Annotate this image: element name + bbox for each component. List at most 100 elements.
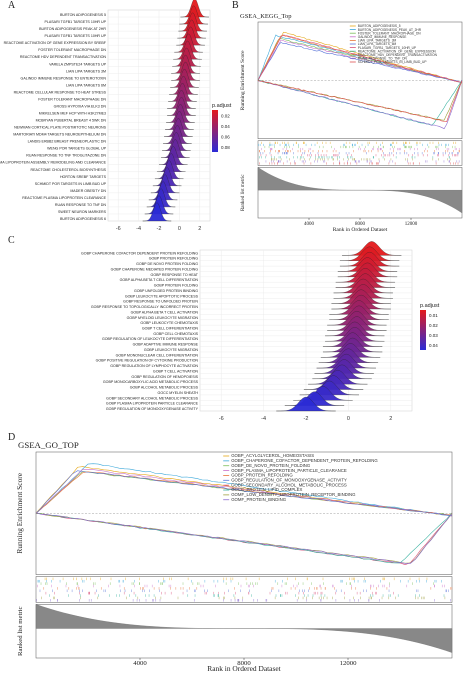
x-tick-label: 8000 (237, 660, 251, 667)
row-label: RUAN RESPONSE TO TNF DN (55, 203, 107, 207)
ridge-density (303, 375, 364, 390)
legend-entry: PLASARI_TGFB1_TARGETS_10HR_UP (358, 46, 416, 50)
legend-entry: RUAN_RESPONSE_TO_TNF_DN (358, 57, 408, 61)
ridge-density (156, 153, 186, 172)
legend-entry: LIAN_LIPA_TARGETS_6M (358, 42, 397, 46)
y-axis-label: Running Enrichment Score (240, 50, 246, 110)
row-label: GOBP LEUKOCYTE CHEMOTAXIS (140, 321, 198, 325)
legend-entry: BURTON_ADIPOGENESIS_PEAK_AT_2HR (358, 28, 422, 32)
row-label: GOBP PLASMA LIPOPROTEIN PARTICLE CLEARAN… (106, 402, 199, 406)
x-tick-label: 12000 (405, 222, 418, 227)
hit-band-frame (257, 140, 463, 166)
chart-title: GSEA_GO_TOP (18, 440, 79, 450)
x-tick-label: -6 (116, 226, 121, 232)
x-tick-label: 2 (198, 226, 201, 232)
es-curve (35, 512, 453, 564)
x-tick-label: 2 (389, 416, 392, 422)
row-label: FOSTER TOLERANT MACROPHAGE DN (38, 97, 106, 101)
row-label: MARTORIATI MDM4 TARGETS NEUROEPITHELIUM … (13, 133, 106, 137)
x-tick-label: -6 (219, 416, 224, 422)
row-label: GOBP MONONUCLEAR CELL DIFFERENTIATION (116, 353, 199, 357)
ridge-density (146, 188, 176, 208)
row-label: GOBP MYELOID LEUKOCYTE MIGRATION (127, 316, 199, 320)
hit-band-frame (35, 576, 453, 603)
legend-entry: LIAN_LIPA_TARGETS_3M (358, 39, 397, 43)
row-label: GROSS HYPOXIA VIA ELK3 DN (54, 104, 107, 108)
legend-entry: GOBP_DE_NOVO_PROTEIN_FOLDING (231, 463, 311, 468)
row-label: GOBP RESPONSE TO UNFOLDED PROTEIN (123, 300, 198, 304)
y-axis-label: Running Enrichment Score (15, 472, 24, 553)
x-tick-label: 0 (178, 226, 181, 232)
es-curve (257, 80, 463, 122)
row-label: HORTON SREBF TARGETS (60, 175, 107, 179)
legend-entry: GOBP_PLASMA_LIPOPROTEIN_PARTICLE_CLEARAN… (231, 468, 347, 473)
row-label: BURTON ADIPOGENESIS PEAK AT 2HR (39, 27, 106, 31)
es-curve (35, 470, 453, 516)
ridge-density (142, 202, 172, 222)
row-label: GOBP REGULATION OF HEMOPOIESIS (131, 375, 198, 379)
panel-letter-d: D (8, 432, 16, 443)
x-tick-label: 8000 (355, 222, 366, 227)
legend-value: 0.04 (429, 343, 438, 348)
row-label: GOBP UNFOLDED PROTEIN BINDING (134, 289, 198, 293)
legend-entry: GOBP_SECONDARY_ALCOHOL_METABOLIC_PROCESS (231, 482, 347, 487)
row-label: REACTOME ACTIVATION OF GENE EXPRESSION B… (4, 41, 107, 45)
legend-value: 0.04 (221, 124, 230, 129)
ridge-density (176, 26, 205, 46)
legend-value: 0.08 (221, 145, 230, 150)
es-curve (257, 38, 463, 84)
row-label: GOBP ADAPTIVE IMMUNE RESPONSE (133, 343, 199, 347)
row-label: GOBP ALPHA BETA T CELL DIFFERENTIATION (120, 278, 199, 282)
panel-letter-b: B (232, 0, 239, 11)
row-label: REACTOME CELLULAR RESPONSE TO HEAT STRES… (14, 90, 107, 94)
legend-value: 0.02 (429, 323, 438, 328)
row-label: GALINDO IMMUNE RESPONSE TO ENTEROTOXIN (21, 76, 107, 80)
panel-a-ridgeline: -6 -4 -2 0 2 BURTON ADIPOGENESIS 5 PLASARI TGF… (0, 0, 232, 232)
legend-value: 0.01 (429, 313, 438, 318)
row-label: REACTOME PLASMA LIPOPROTEIN ASSEMBLY REM… (0, 161, 107, 165)
row-label: WENG POR TARGETS GLOBAL UP (47, 147, 106, 151)
panel-d-gsea-plot: GSEA_GO_TOP Running Enrichment Score GOBP_… (15, 440, 453, 673)
legend-entry: GOMF_LOW_DENSITY_LIPOPROTEIN_RECEPTOR_BI… (231, 492, 356, 497)
panel-b-gsea-plot: GSEA_KEGG_Top Running Enrichment Score BUR… (240, 13, 463, 233)
legend-colorbar (212, 110, 218, 152)
legend-entry: REACTOME_ACTIVATION_OF_GENE_EXPRESSION (358, 49, 437, 53)
legend-entry: SCHMIDT_POR_TARGETS_IN_LIMB_BUD_UP (358, 60, 427, 64)
chart-title: GSEA_KEGG_Top (240, 13, 292, 20)
panel-letter-c: C (8, 235, 15, 246)
ridge-density (312, 364, 372, 379)
row-label: REACTOME CHOLESTEROL BIOSYNTHESIS (31, 168, 107, 172)
row-label: LANDIS ERBB2 BREAST PRENEOPLASTIC DN (28, 140, 107, 144)
ridge-density (150, 174, 180, 194)
row-label: GOBP MONOCARBOXYLIC ACID METABOLIC PROCE… (103, 380, 199, 384)
legend-entry: GOMF_PROTEIN_BINDING (231, 497, 287, 502)
row-label: GOBP ALPHA BETA T CELL ACTIVATION (131, 310, 199, 314)
legend-title: p.adjust (420, 303, 440, 309)
row-label: GOBP CHAPERONE MEDIATED PROTEIN FOLDING (111, 267, 199, 271)
legend-entry: GOBP_PROTEIN_REFOLDING (231, 473, 293, 478)
row-label: SWEET NEURON MARKERS (58, 210, 107, 214)
legend-value: 0.06 (221, 134, 230, 139)
row-label: GOBP LEUKOCYTE APOPTOTIC PROCESS (125, 294, 199, 298)
row-label: BURTON ADIPOGENESIS 5 (60, 13, 106, 17)
row-label: GOBP PROTEIN FOLDING (154, 284, 198, 288)
x-tick-label: 4000 (304, 222, 315, 227)
row-label: LIAN LIPA TARGETS 3M (66, 69, 106, 73)
x-tick-label: -2 (157, 226, 162, 232)
row-label: GOBP RESPONSE TO HEAT (151, 273, 199, 277)
ridge-density (152, 167, 182, 186)
ridge-density (307, 370, 368, 385)
legend-entry: FOSTER_TOLERANT_MACROPHAGE_DN (358, 31, 422, 35)
panel-c-ridgeline: -6 -4 -2 0 2 GOBP CHAPERONE COFACTOR DEPENDEN… (81, 241, 440, 422)
row-label: PLASARI TGFB1 TARGETS 10HR UP (44, 34, 106, 38)
x-tick-label: 4000 (133, 660, 147, 667)
row-label: GOBP SECONDARY ALCOHOL METABOLIC PROCESS (106, 396, 198, 400)
row-label: GOBP DE NOVO PROTEIN FOLDING (136, 262, 198, 266)
ridge-density (148, 181, 178, 201)
x-tick-label: 12000 (340, 660, 358, 667)
ridge-density (158, 146, 188, 165)
ridge-density (144, 195, 174, 215)
row-label: GOBP PROTEIN REFOLDING (149, 257, 198, 261)
ridge-density (160, 139, 190, 158)
row-label: LIAN LIPA TARGETS 6M (66, 83, 106, 87)
